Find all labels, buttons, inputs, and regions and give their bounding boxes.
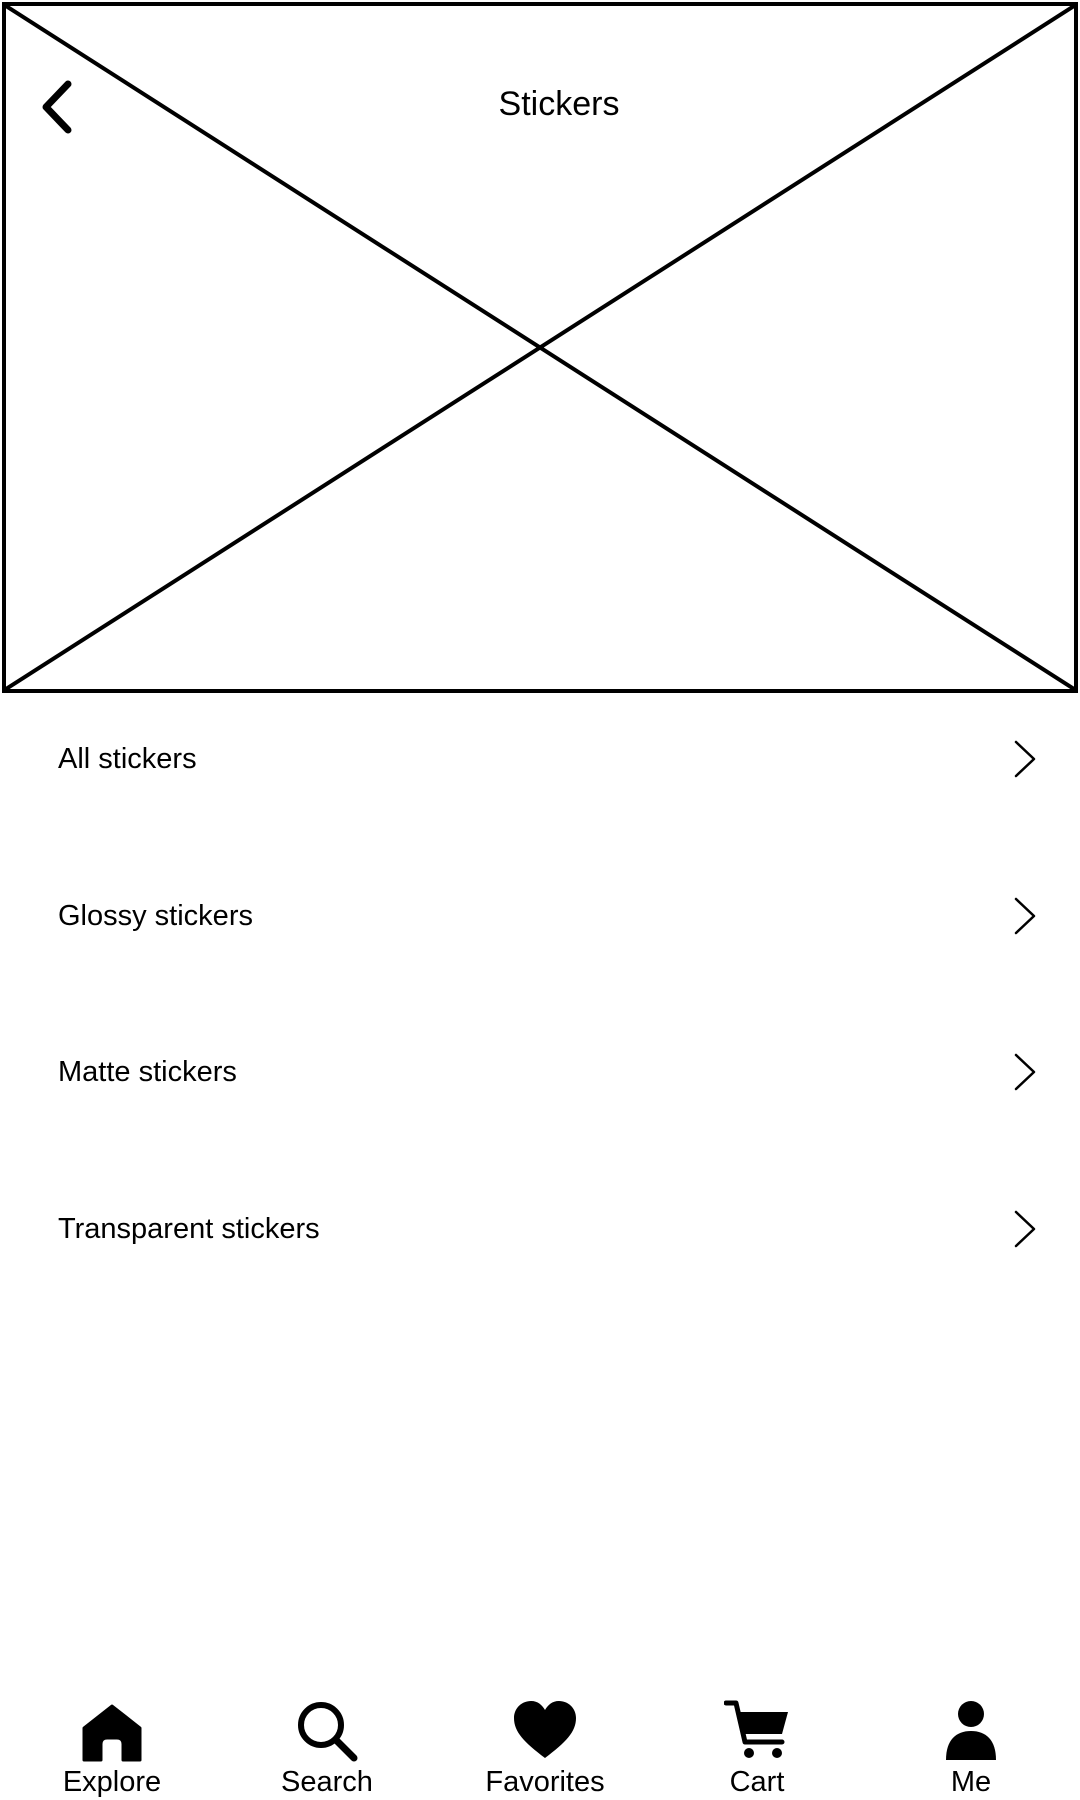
nav-item-explore[interactable]: Explore: [22, 1690, 202, 1800]
nav-label: Cart: [729, 1766, 785, 1798]
nav-item-me[interactable]: Me: [881, 1690, 1061, 1800]
nav-item-favorites[interactable]: Favorites: [455, 1690, 635, 1800]
cart-icon: [724, 1700, 788, 1758]
back-button[interactable]: [30, 74, 84, 140]
list-item-label: Glossy stickers: [58, 900, 253, 932]
nav-item-cart[interactable]: Cart: [667, 1690, 847, 1800]
chevron-right-icon: [1014, 1210, 1036, 1248]
nav-label: Me: [950, 1766, 992, 1798]
list-item-label: All stickers: [58, 743, 197, 775]
heart-icon: [514, 1701, 576, 1758]
list-item-all-stickers[interactable]: All stickers: [0, 725, 1080, 795]
list-item-transparent-stickers[interactable]: Transparent stickers: [0, 1195, 1080, 1265]
nav-label: Search: [281, 1766, 373, 1798]
list-item-glossy-stickers[interactable]: Glossy stickers: [0, 882, 1080, 952]
bottom-nav: Explore Search Favorites Cart Me: [0, 1690, 1080, 1800]
list-item-label: Transparent stickers: [58, 1213, 320, 1245]
list-item-matte-stickers[interactable]: Matte stickers: [0, 1038, 1080, 1108]
page-title: Stickers: [498, 85, 620, 123]
chevron-right-icon: [1014, 740, 1036, 778]
nav-label: Favorites: [485, 1766, 605, 1798]
hero-image-placeholder: Stickers: [2, 2, 1078, 693]
list-item-label: Matte stickers: [58, 1056, 237, 1088]
person-icon: [946, 1701, 996, 1760]
nav-item-search[interactable]: Search: [237, 1690, 417, 1800]
search-icon: [298, 1702, 358, 1762]
nav-label: Explore: [62, 1766, 162, 1798]
home-icon: [82, 1704, 142, 1762]
placeholder-cross: [6, 6, 1074, 689]
chevron-right-icon: [1014, 1053, 1036, 1091]
chevron-right-icon: [1014, 897, 1036, 935]
chevron-left-icon: [42, 80, 72, 134]
